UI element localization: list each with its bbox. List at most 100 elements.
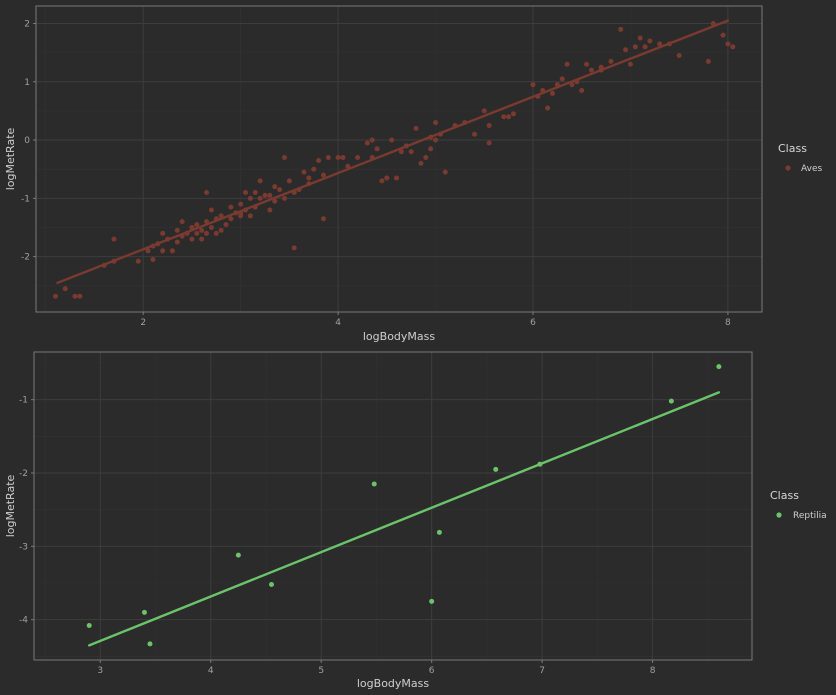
data-point xyxy=(647,38,653,44)
data-point xyxy=(657,41,663,47)
data-point xyxy=(111,258,117,264)
data-point xyxy=(155,241,161,247)
data-point xyxy=(199,227,205,233)
data-point xyxy=(179,233,185,239)
data-point xyxy=(296,187,302,193)
data-point xyxy=(501,114,507,120)
x-tick-label: 6 xyxy=(530,318,536,328)
data-point xyxy=(218,227,224,233)
data-point xyxy=(623,47,629,53)
data-point xyxy=(549,90,555,96)
x-tick-label: 6 xyxy=(429,666,435,676)
data-point xyxy=(243,190,249,196)
data-point xyxy=(141,609,147,615)
data-point xyxy=(408,149,414,155)
data-point xyxy=(462,120,468,126)
panel-border-aves xyxy=(35,5,763,313)
y-tick-label: -1 xyxy=(21,194,30,204)
x-axis-title: logBodyMass xyxy=(357,677,429,690)
data-point xyxy=(584,61,590,67)
y-tick-label: -1 xyxy=(19,396,28,406)
data-point xyxy=(223,222,229,228)
data-point xyxy=(486,122,492,128)
y-axis-title: logMetRate xyxy=(4,474,17,537)
y-tick-label: -3 xyxy=(19,542,28,552)
regression-line xyxy=(88,391,721,647)
x-tick-label: 3 xyxy=(97,666,103,676)
x-tick-label: 8 xyxy=(650,666,656,676)
data-point xyxy=(86,623,92,629)
y-tick-label: 1 xyxy=(24,78,30,88)
data-point xyxy=(174,239,180,245)
data-point xyxy=(413,125,419,131)
legend-key-reptilia xyxy=(776,512,782,518)
data-point xyxy=(204,190,210,196)
data-point xyxy=(281,155,287,161)
fit-line-reptilia xyxy=(88,391,721,647)
data-point xyxy=(720,32,726,38)
data-point xyxy=(262,192,268,198)
data-point xyxy=(705,58,711,64)
data-point xyxy=(725,41,731,47)
data-point xyxy=(730,44,736,50)
data-point xyxy=(268,581,274,587)
data-point xyxy=(537,461,543,467)
data-point xyxy=(545,105,551,111)
points-reptilia xyxy=(86,364,722,647)
data-point xyxy=(235,552,241,558)
data-point xyxy=(710,20,716,26)
data-point xyxy=(364,140,370,146)
data-point xyxy=(301,169,307,175)
data-point xyxy=(160,248,166,254)
data-point xyxy=(194,230,200,236)
data-point xyxy=(247,213,253,219)
legend-title: Class xyxy=(770,489,799,502)
data-point xyxy=(150,257,156,263)
data-point xyxy=(394,175,400,181)
data-point xyxy=(311,166,317,172)
data-point xyxy=(306,175,312,181)
y-ticks-aves: -2 -1 0 1 2 xyxy=(21,19,36,263)
data-point xyxy=(267,192,273,198)
data-point xyxy=(540,88,546,94)
data-point xyxy=(598,64,604,70)
data-point xyxy=(160,230,166,236)
data-point xyxy=(281,195,287,201)
y-axis-title: logMetRate xyxy=(4,127,17,190)
legend-title: Class xyxy=(778,142,807,155)
y-tick-label: -2 xyxy=(19,469,28,479)
data-point xyxy=(204,230,210,236)
data-point xyxy=(213,230,219,236)
chart-reptilia: 3 4 5 6 7 8 -4 -3 -2 -1 logBodyMass logMetRate C… xyxy=(4,351,827,690)
data-point xyxy=(320,172,326,178)
data-point xyxy=(369,137,375,143)
data-point xyxy=(369,155,375,161)
data-point xyxy=(335,155,341,161)
data-point xyxy=(325,155,331,161)
data-point xyxy=(371,481,377,487)
data-point xyxy=(252,190,258,196)
data-point xyxy=(165,236,171,242)
data-point xyxy=(111,236,117,242)
data-point xyxy=(291,245,297,251)
data-point xyxy=(252,204,258,210)
data-point xyxy=(627,61,633,67)
data-point xyxy=(511,111,517,117)
data-point xyxy=(238,210,244,216)
data-point xyxy=(428,134,434,140)
data-point xyxy=(618,26,624,32)
data-point xyxy=(169,248,175,254)
x-tick-label: 4 xyxy=(208,666,214,676)
data-point xyxy=(452,122,458,128)
legend-label-reptilia: Reptilia xyxy=(793,511,827,521)
legend-aves: Class Aves xyxy=(778,142,822,174)
x-ticks-reptilia: 3 4 5 6 7 8 xyxy=(97,660,656,676)
data-point xyxy=(428,146,434,152)
data-point xyxy=(233,210,239,216)
data-point xyxy=(62,286,68,292)
data-point xyxy=(676,53,682,59)
data-point xyxy=(243,207,249,213)
data-point xyxy=(588,67,594,73)
data-point xyxy=(486,140,492,146)
data-point xyxy=(228,216,234,222)
